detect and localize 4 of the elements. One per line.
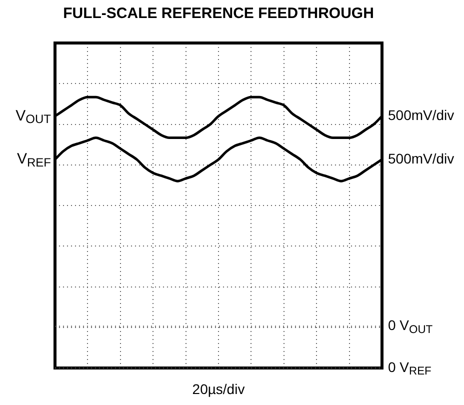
text: 500mV/div — [388, 106, 454, 123]
text: 500mV/div — [388, 150, 454, 166]
chart-title: FULL-SCALE REFERENCE FEEDTHROUGH — [63, 5, 374, 22]
x-axis-title: 20µs/div — [192, 380, 245, 397]
